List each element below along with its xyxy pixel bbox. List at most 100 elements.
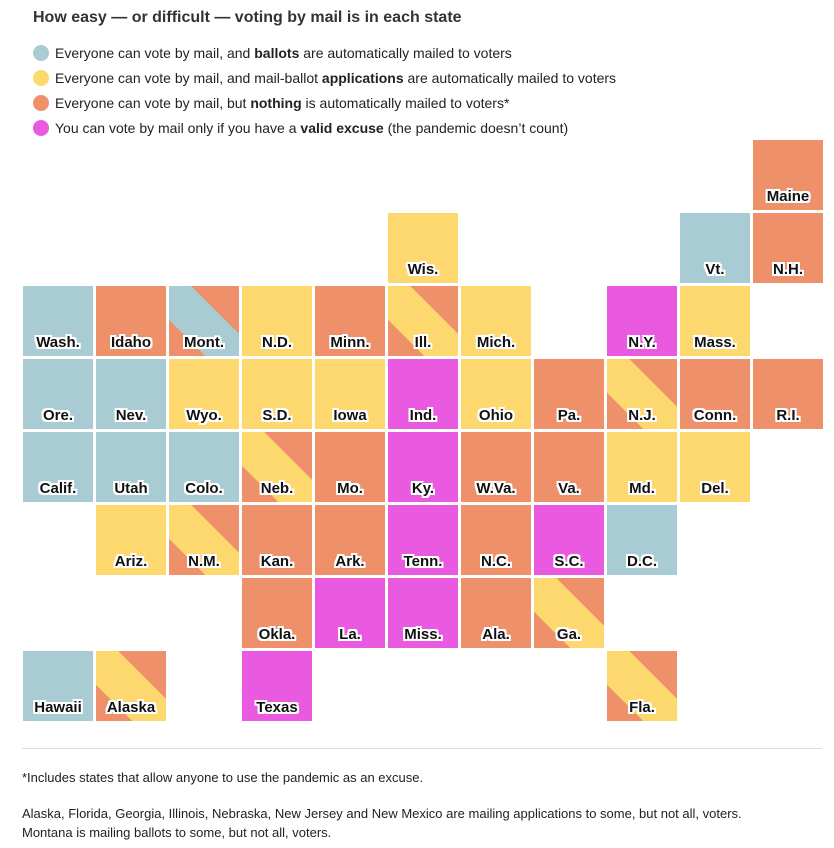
state-label: Ohio <box>478 407 514 424</box>
state-tile-n-m[interactable]: N.M. <box>169 505 239 575</box>
state-tile-ill[interactable]: Ill. <box>388 286 458 356</box>
state-label: Ariz. <box>114 553 148 570</box>
state-tile-la[interactable]: La. <box>315 578 385 648</box>
state-tile-utah[interactable]: Utah <box>96 432 166 502</box>
state-tile-okla[interactable]: Okla. <box>242 578 312 648</box>
state-tile-tenn[interactable]: Tenn. <box>388 505 458 575</box>
state-label: Ark. <box>335 553 365 570</box>
state-tile-ark[interactable]: Ark. <box>315 505 385 575</box>
legend-text-pre: Everyone can vote by mail, and mail-ball… <box>55 69 319 86</box>
state-tile-ariz[interactable]: Ariz. <box>96 505 166 575</box>
legend: Everyone can vote by mail, and ballots a… <box>33 40 616 140</box>
state-tile-texas[interactable]: Texas <box>242 651 312 721</box>
state-label: Mich. <box>476 334 516 351</box>
state-tile-hawaii[interactable]: Hawaii <box>23 651 93 721</box>
state-label: Wyo. <box>186 407 222 424</box>
state-label: Tenn. <box>403 553 443 570</box>
state-label: Texas <box>256 699 298 716</box>
state-label: Idaho <box>111 334 151 351</box>
state-tile-r-i[interactable]: R.I. <box>753 359 823 429</box>
legend-item-nothing: Everyone can vote by mail, but nothing i… <box>33 90 616 115</box>
state-label: D.C. <box>627 553 657 570</box>
state-tile-alaska[interactable]: Alaska <box>96 651 166 721</box>
state-label: Md. <box>629 480 655 497</box>
state-label: Ore. <box>42 407 73 424</box>
state-tile-n-d[interactable]: N.D. <box>242 286 312 356</box>
state-label: N.J. <box>628 407 656 424</box>
legend-text-post: (the pandemic doesn’t count) <box>387 119 569 136</box>
state-label: N.Y. <box>628 334 656 351</box>
state-tile-va[interactable]: Va. <box>534 432 604 502</box>
legend-text-pre: You can vote by mail only if you have a <box>55 119 297 136</box>
state-label: Minn. <box>330 334 370 351</box>
state-tile-n-c[interactable]: N.C. <box>461 505 531 575</box>
state-label: Wash. <box>36 334 80 351</box>
state-tile-ore[interactable]: Ore. <box>23 359 93 429</box>
state-tile-ga[interactable]: Ga. <box>534 578 604 648</box>
legend-item-ballots: Everyone can vote by mail, and ballots a… <box>33 40 616 65</box>
state-tile-minn[interactable]: Minn. <box>315 286 385 356</box>
state-tile-ala[interactable]: Ala. <box>461 578 531 648</box>
state-label: S.C. <box>554 553 584 570</box>
state-label: R.I. <box>776 407 800 424</box>
state-tile-d-c[interactable]: D.C. <box>607 505 677 575</box>
state-tile-n-y[interactable]: N.Y. <box>607 286 677 356</box>
state-label: Mass. <box>694 334 736 351</box>
state-label: Neb. <box>260 480 294 497</box>
state-label: Ky. <box>411 480 435 497</box>
legend-swatch-applications <box>33 69 49 86</box>
divider <box>22 748 822 749</box>
state-tile-mich[interactable]: Mich. <box>461 286 531 356</box>
state-tile-n-j[interactable]: N.J. <box>607 359 677 429</box>
state-tile-vt[interactable]: Vt. <box>680 213 750 283</box>
state-tile-miss[interactable]: Miss. <box>388 578 458 648</box>
state-tile-pa[interactable]: Pa. <box>534 359 604 429</box>
state-tile-maine[interactable]: Maine <box>753 140 823 210</box>
state-label: Va. <box>558 480 580 497</box>
state-label: Wis. <box>407 261 439 278</box>
state-tile-kan[interactable]: Kan. <box>242 505 312 575</box>
note-applications: Alaska, Florida, Georgia, Illinois, Nebr… <box>22 806 742 821</box>
legend-swatch-nothing <box>33 94 49 111</box>
state-label: Miss. <box>404 626 442 643</box>
state-label: Mont. <box>184 334 224 351</box>
state-tile-s-d[interactable]: S.D. <box>242 359 312 429</box>
legend-text-pre: Everyone can vote by mail, but <box>55 94 247 111</box>
state-tile-ohio[interactable]: Ohio <box>461 359 531 429</box>
state-label: Ill. <box>414 334 432 351</box>
state-tile-fla[interactable]: Fla. <box>607 651 677 721</box>
state-tile-md[interactable]: Md. <box>607 432 677 502</box>
state-tile-wyo[interactable]: Wyo. <box>169 359 239 429</box>
state-tile-mo[interactable]: Mo. <box>315 432 385 502</box>
state-tile-mass[interactable]: Mass. <box>680 286 750 356</box>
state-label: N.C. <box>481 553 511 570</box>
state-tile-ky[interactable]: Ky. <box>388 432 458 502</box>
legend-item-excuse: You can vote by mail only if you have a … <box>33 115 616 140</box>
state-tile-idaho[interactable]: Idaho <box>96 286 166 356</box>
state-tile-neb[interactable]: Neb. <box>242 432 312 502</box>
state-tile-w-va[interactable]: W.Va. <box>461 432 531 502</box>
state-label: Alaska <box>106 699 156 716</box>
state-tile-mont[interactable]: Mont. <box>169 286 239 356</box>
state-tile-ind[interactable]: Ind. <box>388 359 458 429</box>
state-tile-s-c[interactable]: S.C. <box>534 505 604 575</box>
state-label: N.M. <box>188 553 220 570</box>
state-label: Hawaii <box>34 699 82 716</box>
state-tile-calif[interactable]: Calif. <box>23 432 93 502</box>
state-label: Conn. <box>693 407 737 424</box>
state-tile-nev[interactable]: Nev. <box>96 359 166 429</box>
state-tile-del[interactable]: Del. <box>680 432 750 502</box>
state-label: N.D. <box>262 334 292 351</box>
state-tile-n-h[interactable]: N.H. <box>753 213 823 283</box>
state-tile-iowa[interactable]: Iowa <box>315 359 385 429</box>
state-label: Maine <box>766 188 810 205</box>
state-tile-conn[interactable]: Conn. <box>680 359 750 429</box>
state-tile-colo[interactable]: Colo. <box>169 432 239 502</box>
state-label: Nev. <box>115 407 147 424</box>
map-title: How easy — or difficult — voting by mail… <box>33 9 462 26</box>
state-tile-wis[interactable]: Wis. <box>388 213 458 283</box>
state-label: Fla. <box>629 699 655 716</box>
legend-text-post: is automatically mailed to voters* <box>305 94 510 111</box>
state-label: Colo. <box>185 480 223 497</box>
state-tile-wash[interactable]: Wash. <box>23 286 93 356</box>
